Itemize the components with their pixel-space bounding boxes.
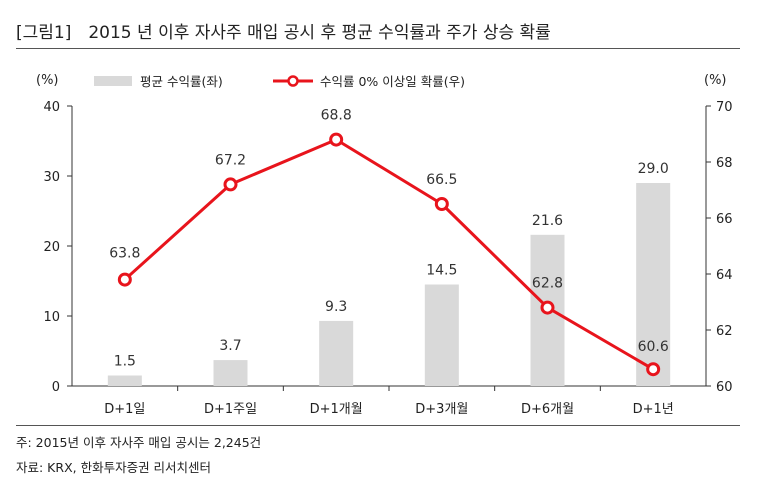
line-marker — [223, 177, 238, 192]
x-tick-label: D+6개월 — [521, 402, 574, 417]
x-tick-label: D+1주일 — [204, 402, 257, 417]
probability-line — [123, 138, 654, 371]
line-marker — [646, 362, 661, 377]
bar — [107, 375, 142, 386]
chart-title: [그림1] 2015 년 이후 자사주 매입 공시 후 평균 수익률과 주가 상… — [16, 23, 551, 43]
title-block: [그림1] 2015 년 이후 자사주 매입 공시 후 평균 수익률과 주가 상… — [16, 18, 740, 49]
x-tick-label: D+1일 — [104, 402, 145, 417]
left-tick-label: 40 — [43, 100, 60, 115]
line-value-label: 62.8 — [532, 276, 563, 292]
right-tick-label: 60 — [716, 380, 733, 395]
right-axis-unit: (%) — [704, 73, 727, 88]
left-tick-label: 20 — [43, 240, 60, 255]
bar-value-label: 29.0 — [638, 161, 669, 177]
line-marker — [540, 300, 555, 315]
line-value-label: 68.8 — [321, 108, 352, 124]
right-tick-label: 70 — [716, 100, 733, 115]
bar-value-label: 3.7 — [219, 338, 241, 354]
legend-bar-swatch — [94, 76, 132, 86]
source-note: 자료: KRX, 한화투자증권 리서치센터 — [16, 460, 212, 475]
bar — [319, 320, 354, 386]
bar — [636, 183, 671, 386]
legend-bar-label: 평균 수익률(좌) — [140, 74, 223, 89]
footer-divider — [16, 425, 740, 426]
bar — [213, 360, 248, 386]
line-value-label: 66.5 — [426, 172, 457, 188]
line-value-label: 60.6 — [638, 339, 669, 355]
bar — [424, 284, 459, 386]
left-tick-label: 30 — [43, 170, 60, 185]
right-tick-label: 62 — [716, 324, 733, 339]
left-axis-unit: (%) — [36, 73, 59, 88]
line-value-label: 67.2 — [215, 152, 246, 168]
line-marker — [329, 132, 344, 147]
bar-value-label: 9.3 — [325, 299, 347, 315]
x-tick-label: D+3개월 — [415, 402, 468, 417]
x-tick-label: D+1년 — [633, 402, 674, 417]
right-tick-label: 64 — [716, 268, 733, 283]
legend-line-marker — [287, 75, 299, 87]
bar-value-label: 1.5 — [114, 354, 136, 370]
left-tick-label: 0 — [52, 380, 60, 395]
right-tick-label: 68 — [716, 156, 733, 171]
line-marker — [434, 197, 449, 211]
legend-line-label: 수익률 0% 이상일 확률(우) — [320, 74, 465, 89]
line-marker — [117, 272, 132, 287]
x-tick-label: D+1개월 — [310, 402, 363, 417]
line-value-label: 63.8 — [109, 246, 140, 262]
bar-value-label: 21.6 — [532, 213, 563, 229]
left-tick-label: 10 — [43, 310, 60, 325]
footnote: 주: 2015년 이후 자사주 매입 공시는 2,245건 — [16, 435, 262, 450]
bar-value-label: 14.5 — [426, 263, 457, 279]
title-divider — [16, 48, 740, 49]
combo-chart: 0 10 20 30 40 60 62 64 66 68 70 (%) (%) 1.5 3.7 9.3 14.5… — [36, 73, 733, 417]
right-tick-label: 66 — [716, 212, 733, 227]
